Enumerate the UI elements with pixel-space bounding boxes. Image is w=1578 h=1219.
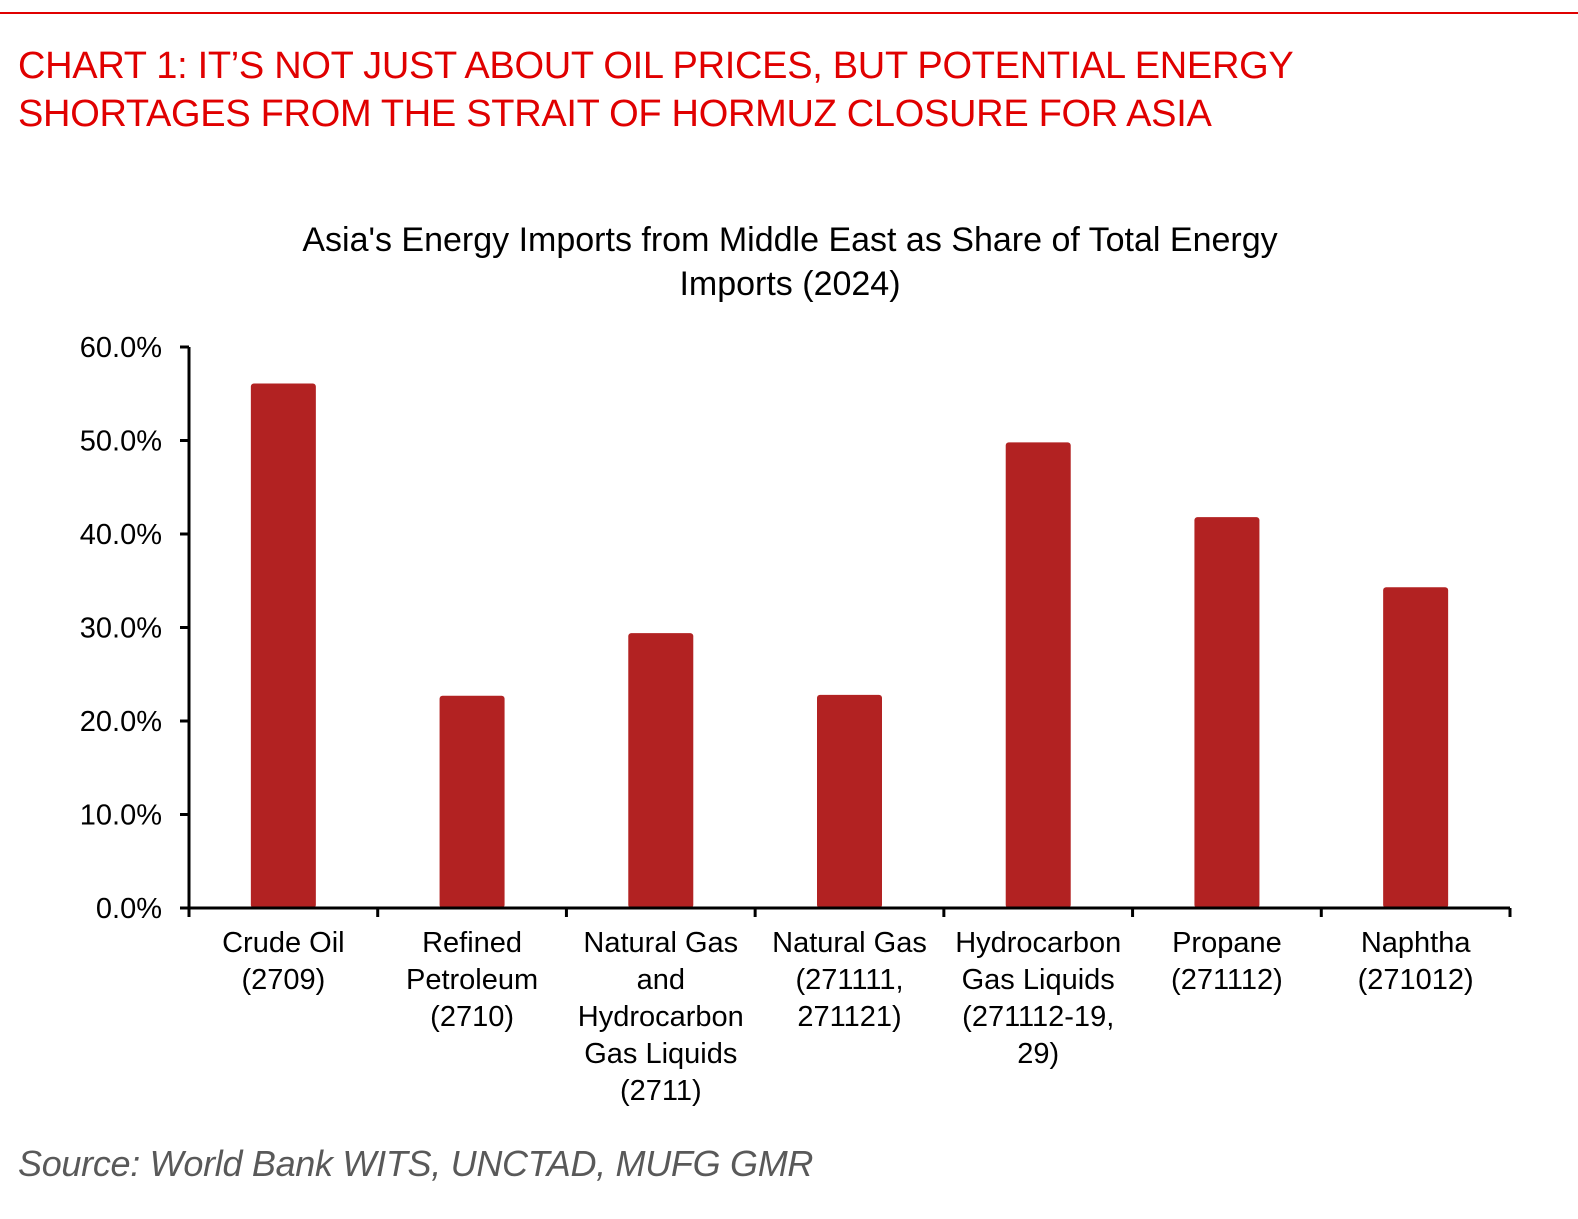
bar-3 xyxy=(628,633,694,908)
y-tick-label: 40.0% xyxy=(80,519,162,551)
x-category-label: Natural Gas and Hydrocarbon Gas Liquids (271… xyxy=(578,927,744,1107)
bar-1 xyxy=(250,383,316,909)
headline-line-2: SHORTAGES FROM THE STRAIT OF HORMUZ CLOS… xyxy=(18,93,1212,135)
y-tick-label: 0.0% xyxy=(96,893,162,925)
chart-headline: CHART 1: IT’S NOT JUST ABOUT OIL PRICES,… xyxy=(18,42,1558,138)
y-tick-label: 50.0% xyxy=(80,426,162,458)
y-tick-label: 20.0% xyxy=(80,706,162,738)
bar-4 xyxy=(817,694,882,908)
x-category-label: Refined Petroleum (2710) xyxy=(406,927,538,1033)
chart-title-line: Asia's Energy Imports from Middle East a… xyxy=(302,221,1277,259)
bar-chart: Asia's Energy Imports from Middle East a… xyxy=(80,221,1512,1107)
x-category-label: Crude Oil (2709) xyxy=(222,927,345,996)
y-axis: 0.0% 10.0% 20.0% 30.0% 40.0% 50.0% 60.0% xyxy=(80,332,191,925)
headline-line-1: CHART 1: IT’S NOT JUST ABOUT OIL PRICES,… xyxy=(18,45,1294,87)
x-category-label: Naphtha (271012) xyxy=(1358,927,1474,996)
chart-title: Asia's Energy Imports from Middle East a… xyxy=(302,221,1277,303)
bars xyxy=(250,383,1449,909)
x-category-label: Propane (271112) xyxy=(1171,927,1283,996)
source-note: Source: World Bank WITS, UNCTAD, MUFG GM… xyxy=(18,1143,814,1184)
x-axis: Crude Oil (2709) Refined Petroleum (2710) Nat… xyxy=(180,906,1512,1107)
bar-6 xyxy=(1194,517,1260,908)
y-tick-label: 60.0% xyxy=(80,332,162,364)
y-tick-label: 30.0% xyxy=(80,613,162,645)
x-category-label: Natural Gas (271111, 271121) xyxy=(772,927,927,1033)
bar-2 xyxy=(439,695,505,908)
y-tick-label: 10.0% xyxy=(80,800,162,832)
x-category-label: Hydrocarbon Gas Liquids (271112-19, 29) xyxy=(955,927,1121,1070)
bar-7 xyxy=(1383,587,1449,908)
bar-5 xyxy=(1005,442,1071,908)
top-rule xyxy=(0,12,1578,14)
chart-title-line: Imports (2024) xyxy=(679,265,900,303)
